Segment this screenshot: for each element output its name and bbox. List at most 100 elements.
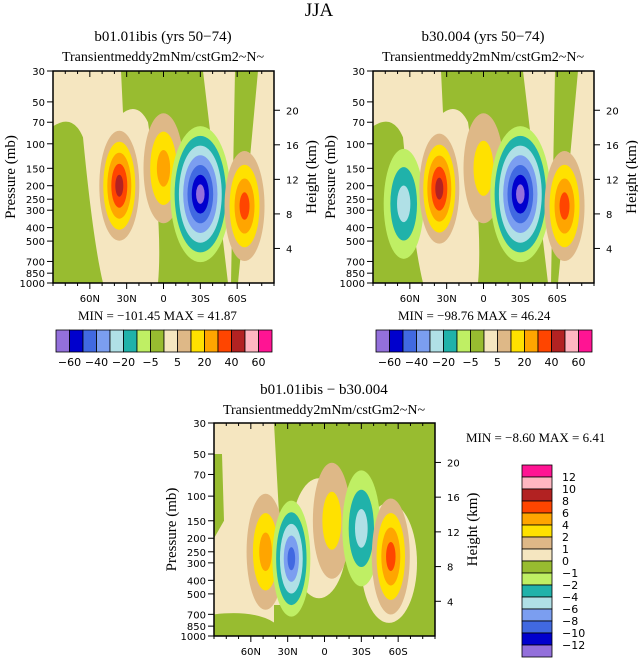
y-right-tick-label: 4	[286, 244, 292, 255]
colorbar-swatch	[470, 329, 485, 353]
figure-title: JJA	[305, 0, 334, 21]
colorbar-swatch	[150, 329, 165, 353]
y-tick-label: 700	[26, 257, 45, 268]
x-tick-label: 60N	[400, 294, 420, 305]
y-tick-label: 150	[187, 517, 206, 528]
y-tick-label: 70	[193, 470, 206, 481]
contour-level	[473, 140, 494, 196]
panel-diff: b01.01ibis − b30.004 Transientmeddy2mNm/c…	[164, 382, 605, 658]
colorbar-label: 2	[562, 531, 569, 544]
y-right-axis-label: Height (km)	[465, 493, 481, 567]
colorbar-label: 0	[562, 555, 569, 568]
contour-field	[214, 423, 435, 636]
y-right-tick-label: 16	[447, 493, 460, 504]
y-tick-label: 850	[26, 269, 45, 280]
colorbar-label: 40	[545, 356, 559, 369]
y-tick-label: 70	[352, 118, 365, 129]
colorbar-swatch	[456, 329, 471, 353]
contour-field	[373, 71, 594, 283]
contour-level	[259, 532, 272, 572]
y-tick-label: 500	[346, 237, 365, 248]
colorbar-label: 4	[562, 519, 569, 532]
y-right-tick-label: 16	[606, 141, 619, 152]
colorbar-swatch	[521, 560, 553, 574]
y-right-tick-label: 8	[447, 563, 453, 574]
contour-level	[435, 177, 444, 200]
y-tick-label: 700	[187, 610, 206, 621]
y-tick-label: 400	[26, 224, 45, 235]
y-tick-label: 100	[187, 492, 206, 503]
y-tick-label: 150	[26, 164, 45, 175]
contour-level	[156, 149, 171, 187]
y-tick-label: 1000	[181, 632, 206, 643]
colorbar-swatch	[521, 548, 553, 562]
y-tick-label: 850	[346, 269, 365, 280]
y-tick-label: 50	[32, 98, 45, 109]
colorbar: −60 −40 −20 −5 5 20 40 60	[55, 329, 273, 369]
panel-subtitle: Transientmeddy2mNm/cstGm2~N~	[223, 403, 425, 418]
contour-level	[355, 509, 368, 548]
y-axis-label: Pressure (mb)	[164, 488, 180, 572]
y-tick-label: 200	[187, 534, 206, 545]
x-tick-label: 60N	[80, 294, 100, 305]
colorbar-swatch	[537, 329, 552, 353]
colorbar-swatch	[551, 329, 566, 353]
y-tick-label: 30	[352, 67, 365, 78]
colorbar-label: 5	[174, 356, 181, 369]
y-right-tick-label: 12	[606, 175, 619, 186]
colorbar-label: −5	[142, 356, 158, 369]
panel-subtitle: Transientmeddy2mNm/cstGm2~N~	[382, 50, 584, 65]
contour-level	[559, 192, 570, 220]
x-tick-label: 30N	[117, 294, 137, 305]
x-tick-label: 0	[160, 294, 166, 305]
contour-field	[53, 71, 274, 283]
colorbar-swatch	[521, 512, 553, 526]
y-tick-label: 400	[187, 576, 206, 587]
contour-level	[115, 174, 124, 197]
colorbar-swatch	[163, 329, 178, 353]
contour-level	[287, 547, 296, 571]
colorbar-swatch	[244, 329, 259, 353]
y-tick-label: 300	[187, 559, 206, 570]
colorbar-swatch	[69, 329, 84, 353]
panel-b01: b01.01ibis (yrs 50−74) Transientmeddy2mNm…	[3, 29, 320, 369]
contour-level	[386, 541, 396, 571]
x-tick-label: 0	[321, 647, 327, 658]
colorbar-label: −4	[562, 591, 578, 604]
y-tick-label: 200	[26, 182, 45, 193]
colorbar-label: 40	[225, 356, 239, 369]
min-max-label: MIN = −8.60 MAX = 6.41	[466, 430, 605, 445]
y-tick-label: 1000	[20, 279, 45, 290]
y-right-axis-label: Height (km)	[304, 140, 320, 214]
colorbar-swatch	[177, 329, 192, 353]
y-tick-label: 500	[187, 590, 206, 601]
x-tick-label: 30S	[352, 647, 371, 658]
field-region	[53, 121, 103, 283]
contour-level	[397, 185, 411, 223]
panel-b30: b30.004 (yrs 50−74) Transientmeddy2mNm/cs…	[323, 29, 638, 369]
colorbar-label: 60	[252, 356, 266, 369]
colorbar-label: 20	[518, 356, 532, 369]
colorbar-swatch	[416, 329, 431, 353]
y-tick-label: 30	[32, 67, 45, 78]
colorbar-swatch	[190, 329, 205, 353]
colorbar-swatch	[521, 644, 553, 658]
colorbar-swatch	[497, 329, 512, 353]
colorbar-label: 5	[494, 356, 501, 369]
colorbar-swatch	[82, 329, 97, 353]
colorbar-swatch	[521, 476, 553, 490]
y-tick-label: 500	[26, 237, 45, 248]
y-tick-label: 70	[32, 118, 45, 129]
colorbar-label: −20	[432, 356, 455, 369]
y-right-tick-label: 4	[606, 244, 612, 255]
colorbar-label: 20	[198, 356, 212, 369]
colorbar-swatch	[521, 524, 553, 538]
colorbar-label: −40	[405, 356, 428, 369]
colorbar-label: −12	[562, 639, 585, 652]
x-tick-label: 60S	[548, 294, 567, 305]
colorbar-label: −10	[562, 627, 585, 640]
colorbar-swatch	[204, 329, 219, 353]
colorbar-swatch	[375, 329, 390, 353]
colorbar-swatch	[109, 329, 124, 353]
